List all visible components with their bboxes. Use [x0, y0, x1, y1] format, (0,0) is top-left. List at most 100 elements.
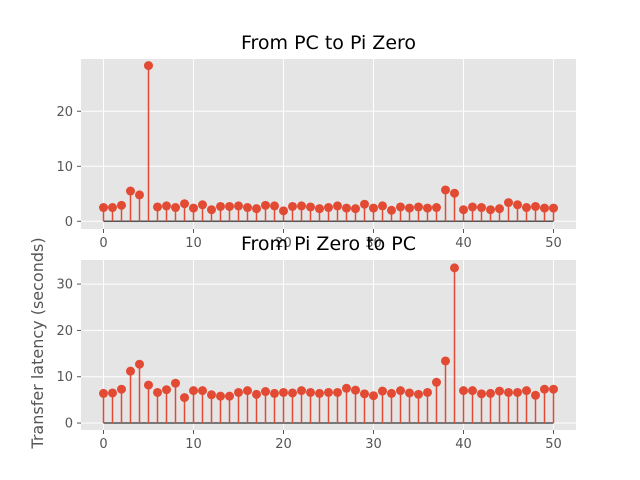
- stem-marker: [171, 378, 180, 388]
- stem-marker: [504, 387, 513, 397]
- y-axis-label: Transfer latency (seconds): [28, 237, 47, 449]
- stem-marker: [387, 388, 396, 398]
- stem-marker: [414, 389, 423, 399]
- stem-marker: [270, 388, 279, 398]
- y-tick-label: 0: [65, 417, 73, 432]
- stem-marker: [522, 203, 531, 213]
- x-tick-label: 10: [185, 236, 202, 251]
- stem-marker: [315, 204, 324, 214]
- stem-marker: [243, 386, 252, 396]
- y-tick-label: 10: [56, 370, 73, 385]
- x-tick-label: 30: [365, 236, 382, 251]
- stem-marker: [468, 202, 477, 212]
- stem-marker: [378, 201, 387, 211]
- stem-marker: [126, 186, 135, 196]
- stem-marker: [486, 388, 495, 398]
- x-tick-label: 50: [545, 437, 562, 452]
- stem-marker: [117, 384, 126, 394]
- stem-marker: [477, 203, 486, 213]
- stem-marker: [333, 387, 342, 397]
- stem-marker: [297, 201, 306, 211]
- top-panel-pc-to-pizero: 0 10 20 30 40 50 0 10 20 From PC to Pi Zero: [56, 32, 576, 251]
- stem-marker: [360, 199, 369, 209]
- stem-marker: [477, 389, 486, 399]
- chart-title-bottom: From Pi Zero to PC: [241, 233, 416, 255]
- stem-marker: [342, 203, 351, 213]
- x-tick-label: 40: [455, 236, 472, 251]
- stem-marker: [324, 387, 333, 397]
- stem-marker: [414, 202, 423, 212]
- x-tick-label: 40: [455, 437, 472, 452]
- stem-marker: [450, 188, 459, 198]
- stem-marker: [216, 201, 225, 211]
- stem-marker: [306, 202, 315, 212]
- stem-marker: [531, 390, 540, 400]
- stem-marker: [288, 201, 297, 211]
- x-tick-label: 20: [275, 437, 292, 452]
- x-tick-label: 10: [185, 437, 202, 452]
- y-tick-label: 10: [56, 160, 73, 175]
- stem-marker: [432, 377, 441, 387]
- stem-marker: [504, 198, 513, 208]
- stem-marker: [108, 388, 117, 398]
- stems-bottom: [99, 263, 558, 424]
- stem-marker: [180, 199, 189, 209]
- tick-labels-top: 0 10 20 30 40 50 0 10 20: [56, 105, 561, 251]
- stem-marker: [225, 201, 234, 211]
- y-tick-label: 0: [65, 215, 73, 230]
- stem-marker: [207, 390, 216, 400]
- stem-marker: [198, 386, 207, 396]
- stem-marker: [126, 366, 135, 376]
- stem-marker: [279, 387, 288, 397]
- stem-marker: [459, 205, 468, 215]
- stem-marker: [396, 386, 405, 396]
- y-tick-label: 30: [56, 278, 73, 293]
- stem-marker: [522, 386, 531, 396]
- stem-marker: [252, 204, 261, 214]
- x-tick-label: 50: [545, 236, 562, 251]
- stem-marker: [270, 201, 279, 211]
- y-tick-label: 20: [56, 105, 73, 120]
- stem-marker: [405, 388, 414, 398]
- stem-marker: [261, 200, 270, 210]
- stem-marker: [324, 203, 333, 213]
- stem-marker: [135, 359, 144, 369]
- stem-marker: [243, 203, 252, 213]
- stem-marker: [234, 201, 243, 211]
- stem-marker: [189, 203, 198, 213]
- stem-marker: [153, 387, 162, 397]
- stem-marker: [549, 203, 558, 213]
- tick-labels-bottom: 0 10 20 30 40 50 0 10 20 30: [56, 278, 561, 452]
- stem-marker: [495, 204, 504, 214]
- stem-marker: [189, 386, 198, 396]
- stem-marker: [423, 203, 432, 213]
- stem-marker: [171, 203, 180, 213]
- stem-marker: [162, 201, 171, 211]
- stem-marker: [486, 205, 495, 215]
- stem-marker: [369, 391, 378, 401]
- stem-marker: [288, 388, 297, 398]
- stem-marker: [549, 384, 558, 394]
- chart-title-top: From PC to Pi Zero: [241, 32, 416, 54]
- x-tick-label: 0: [99, 437, 107, 452]
- stem-marker: [234, 387, 243, 397]
- stem-marker: [225, 391, 234, 401]
- stem-marker: [540, 384, 549, 394]
- stem-marker: [531, 201, 540, 211]
- stem-marker: [108, 203, 117, 213]
- stem-marker: [405, 203, 414, 213]
- stem-marker: [459, 386, 468, 396]
- stem-marker: [351, 385, 360, 395]
- stem-marker: [495, 386, 504, 396]
- stem-marker: [144, 61, 153, 71]
- y-tick-label: 20: [56, 324, 73, 339]
- stem-marker: [198, 200, 207, 210]
- stems-top: [99, 61, 558, 223]
- stem-marker: [396, 202, 405, 212]
- stem-marker: [387, 205, 396, 215]
- stem-marker: [441, 185, 450, 195]
- stem-marker: [540, 203, 549, 213]
- stem-marker: [378, 386, 387, 396]
- stem-marker: [468, 386, 477, 396]
- stem-marker: [297, 386, 306, 396]
